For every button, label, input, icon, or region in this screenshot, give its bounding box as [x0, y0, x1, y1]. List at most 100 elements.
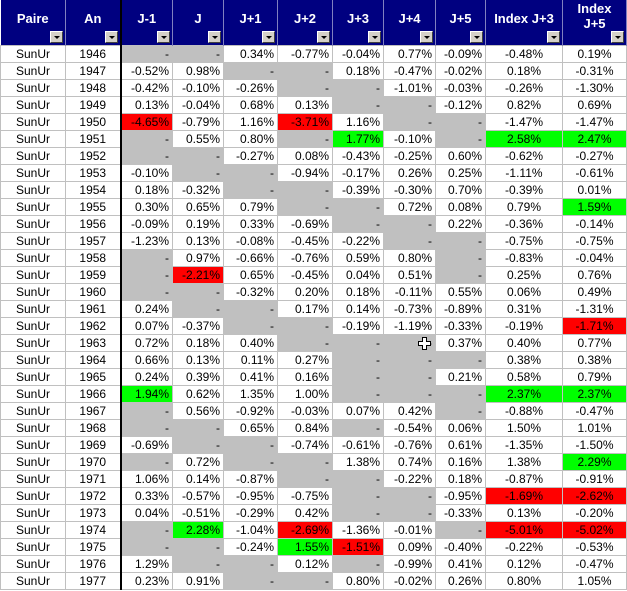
cell-j-2[interactable]: 0.16%: [277, 368, 333, 386]
cell-year[interactable]: 1976: [65, 555, 122, 573]
cell-pair[interactable]: SunUr: [0, 283, 66, 301]
cell-j-2[interactable]: 0.27%: [277, 351, 333, 369]
cell-pair[interactable]: SunUr: [0, 215, 66, 233]
cell-j-1[interactable]: -: [120, 45, 173, 63]
autofilter-dropdown-button[interactable]: [262, 31, 275, 43]
cell-j-2[interactable]: 0.17%: [277, 300, 333, 318]
cell-j-3[interactable]: -: [332, 198, 384, 216]
cell-j[interactable]: 0.19%: [172, 215, 224, 233]
cell-pair[interactable]: SunUr: [0, 300, 66, 318]
cell-j[interactable]: -0.51%: [172, 504, 224, 522]
cell-year[interactable]: 1973: [65, 504, 122, 522]
cell-index-j-3[interactable]: 0.13%: [485, 504, 563, 522]
cell-j-3[interactable]: -: [332, 487, 384, 505]
cell-j-3[interactable]: -: [332, 555, 384, 573]
cell-pair[interactable]: SunUr: [0, 504, 66, 522]
cell-pair[interactable]: SunUr: [0, 62, 66, 80]
cell-j-1[interactable]: -: [120, 402, 173, 420]
cell-year[interactable]: 1952: [65, 147, 122, 165]
cell-j-5[interactable]: 0.61%: [435, 436, 486, 454]
cell-pair[interactable]: SunUr: [0, 232, 66, 250]
cell-j-5[interactable]: -: [435, 521, 486, 539]
cell-pair[interactable]: SunUr: [0, 487, 66, 505]
cell-j-3[interactable]: -: [332, 215, 384, 233]
cell-j[interactable]: -: [172, 538, 224, 556]
cell-j-1[interactable]: -: [223, 555, 278, 573]
cell-j-5[interactable]: -: [435, 266, 486, 284]
cell-j-3[interactable]: -0.04%: [332, 45, 384, 63]
cell-j-5[interactable]: 0.41%: [435, 555, 486, 573]
cell-j-4[interactable]: 0.09%: [383, 538, 436, 556]
cell-j-1[interactable]: -0.42%: [120, 79, 173, 97]
cell-j-5[interactable]: 0.60%: [435, 147, 486, 165]
cell-pair[interactable]: SunUr: [0, 113, 66, 131]
cell-j-2[interactable]: -: [277, 334, 333, 352]
cell-j-4[interactable]: -0.02%: [383, 572, 436, 590]
cell-index-j-3[interactable]: -0.26%: [485, 79, 563, 97]
cell-j-2[interactable]: -: [277, 470, 333, 488]
cell-index-j-3[interactable]: 0.25%: [485, 266, 563, 284]
cell-index-j-5[interactable]: -1.71%: [562, 317, 627, 335]
autofilter-dropdown-button[interactable]: [157, 31, 170, 43]
cell-j-1[interactable]: 0.24%: [120, 368, 173, 386]
cell-index-j-5[interactable]: -1.47%: [562, 113, 627, 131]
cell-index-j-3[interactable]: 0.06%: [485, 283, 563, 301]
cell-j-2[interactable]: -: [277, 453, 333, 471]
cell-pair[interactable]: SunUr: [0, 45, 66, 63]
cell-pair[interactable]: SunUr: [0, 147, 66, 165]
cell-j-5[interactable]: -0.12%: [435, 96, 486, 114]
cell-index-j-5[interactable]: 0.01%: [562, 181, 627, 199]
cell-j-2[interactable]: 0.13%: [277, 96, 333, 114]
cell-j[interactable]: -: [172, 300, 224, 318]
cell-j-5[interactable]: 0.22%: [435, 215, 486, 233]
cell-j-4[interactable]: 0.74%: [383, 453, 436, 471]
cell-index-j-3[interactable]: 0.12%: [485, 555, 563, 573]
cell-j-3[interactable]: 0.04%: [332, 266, 384, 284]
cell-j-4[interactable]: 0.77%: [383, 45, 436, 63]
cell-j-2[interactable]: 0.84%: [277, 419, 333, 437]
cell-j-1[interactable]: 0.23%: [120, 572, 173, 590]
autofilter-dropdown-button[interactable]: [368, 31, 381, 43]
cell-j-1[interactable]: -: [120, 147, 173, 165]
autofilter-dropdown-button[interactable]: [547, 31, 560, 43]
cell-j-3[interactable]: 0.07%: [332, 402, 384, 420]
cell-index-j-3[interactable]: 0.80%: [485, 572, 563, 590]
autofilter-dropdown-button[interactable]: [317, 31, 330, 43]
cell-j-4[interactable]: -0.99%: [383, 555, 436, 573]
cell-j-4[interactable]: -0.25%: [383, 147, 436, 165]
cell-index-j-3[interactable]: 0.40%: [485, 334, 563, 352]
cell-index-j-5[interactable]: -1.31%: [562, 300, 627, 318]
cell-j-1[interactable]: 0.04%: [120, 504, 173, 522]
cell-j-1[interactable]: 1.29%: [120, 555, 173, 573]
cell-j-1[interactable]: -: [223, 436, 278, 454]
cell-j-4[interactable]: -0.54%: [383, 419, 436, 437]
cell-year[interactable]: 1963: [65, 334, 122, 352]
cell-j-4[interactable]: -0.11%: [383, 283, 436, 301]
cell-j-4[interactable]: -: [383, 232, 436, 250]
cell-j-5[interactable]: -: [435, 130, 486, 148]
cell-index-j-5[interactable]: -0.04%: [562, 249, 627, 267]
cell-j-1[interactable]: 0.33%: [223, 215, 278, 233]
cell-j-4[interactable]: -: [383, 215, 436, 233]
cell-j[interactable]: -: [172, 419, 224, 437]
cell-j[interactable]: -0.10%: [172, 79, 224, 97]
cell-index-j-5[interactable]: 2.47%: [562, 130, 627, 148]
cell-j-1[interactable]: -: [120, 249, 173, 267]
cell-index-j-5[interactable]: 0.38%: [562, 351, 627, 369]
cell-j[interactable]: -: [172, 147, 224, 165]
cell-j-4[interactable]: -: [383, 96, 436, 114]
cell-index-j-3[interactable]: 0.82%: [485, 96, 563, 114]
cell-j-1[interactable]: 0.66%: [120, 351, 173, 369]
cell-index-j-3[interactable]: 0.18%: [485, 62, 563, 80]
cell-j-3[interactable]: -0.43%: [332, 147, 384, 165]
cell-j-1[interactable]: -0.66%: [223, 249, 278, 267]
cell-j-1[interactable]: -: [120, 521, 173, 539]
cell-year[interactable]: 1966: [65, 385, 122, 403]
cell-index-j-5[interactable]: -0.91%: [562, 470, 627, 488]
cell-pair[interactable]: SunUr: [0, 555, 66, 573]
cell-j-1[interactable]: 0.18%: [120, 181, 173, 199]
cell-j-3[interactable]: -1.36%: [332, 521, 384, 539]
cell-j-1[interactable]: -: [223, 572, 278, 590]
cell-index-j-5[interactable]: 1.05%: [562, 572, 627, 590]
cell-j-4[interactable]: 0.42%: [383, 402, 436, 420]
